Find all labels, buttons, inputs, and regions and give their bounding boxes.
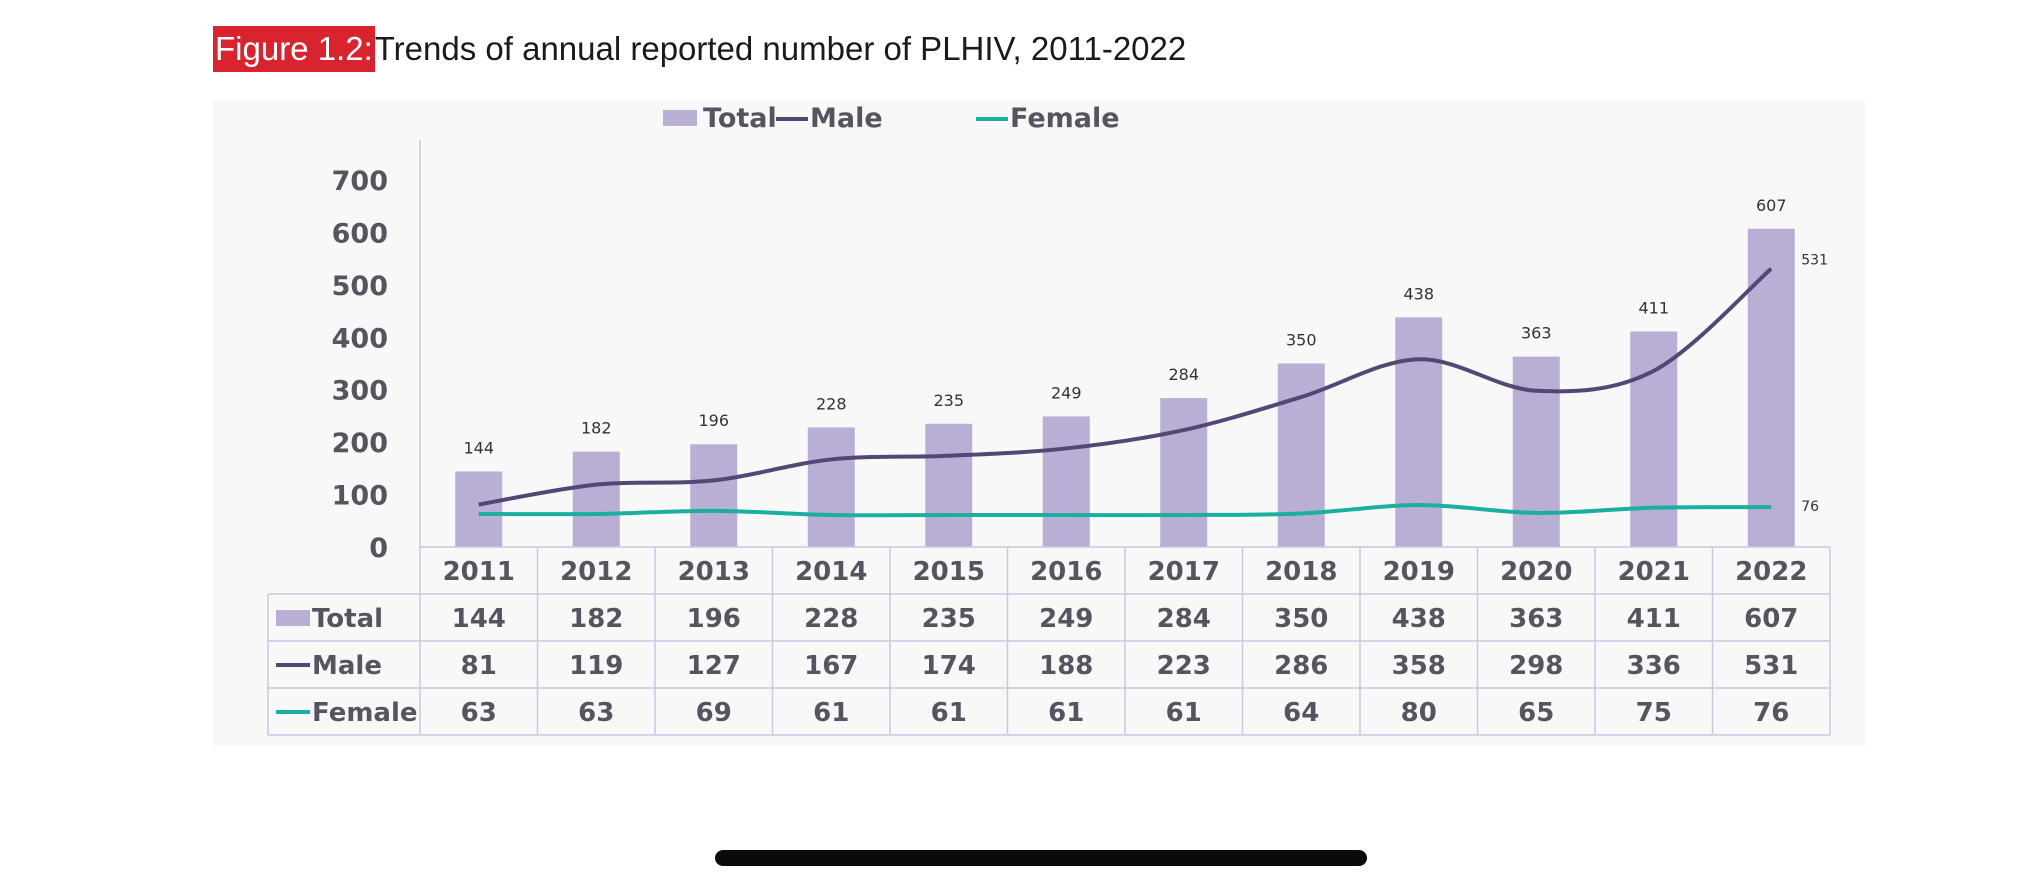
table-row-label-total: Total (312, 604, 383, 634)
chart-panel: 0 100 200 300 400 500 600 700 144 182 196 228 235 249… (213, 100, 1865, 746)
legend-label-total: Total (703, 103, 777, 134)
bar-data-label: 249 (1051, 383, 1082, 402)
table-cell: 63 (461, 698, 497, 728)
bar-data-label: 363 (1521, 324, 1552, 343)
table-cell: 286 (1274, 651, 1328, 681)
bar-data-label: 228 (816, 394, 847, 413)
y-tick-label: 400 (332, 323, 388, 354)
table-cell: 69 (696, 698, 732, 728)
legend-label-female: Female (1010, 103, 1120, 134)
bar-data-label: 284 (1168, 365, 1199, 384)
table-cell: 336 (1627, 651, 1681, 681)
table-cell: 119 (569, 651, 623, 681)
bar-total (1630, 331, 1678, 547)
bar-total (572, 451, 620, 547)
x-tick-label: 2019 (1383, 557, 1455, 587)
bar-data-label: 196 (698, 411, 729, 430)
x-tick-label: 2014 (795, 557, 867, 587)
figure-title: Trends of annual reported number of PLHI… (374, 30, 1187, 67)
legend-swatch-total (663, 110, 697, 126)
bar-total (1747, 228, 1795, 547)
table-row-label-male: Male (312, 651, 382, 681)
table-cell: 61 (1166, 698, 1202, 728)
table-cell: 61 (813, 698, 849, 728)
bar-total (1512, 356, 1560, 547)
bar-total (1395, 317, 1443, 547)
table-cell: 298 (1509, 651, 1563, 681)
y-tick-label: 0 (369, 533, 388, 564)
table-cell: 167 (804, 651, 858, 681)
table-cell: 228 (804, 604, 858, 634)
x-tick-label: 2015 (913, 557, 985, 587)
table-cell: 64 (1283, 698, 1319, 728)
table-cell: 363 (1509, 604, 1563, 634)
x-tick-label: 2018 (1265, 557, 1337, 587)
chart-svg: 0 100 200 300 400 500 600 700 144 182 196 228 235 249… (267, 103, 1831, 736)
bar-data-label: 182 (581, 419, 612, 438)
table-cell: 284 (1157, 604, 1211, 634)
x-tick-label: 2012 (560, 557, 632, 587)
bar-total (807, 427, 855, 547)
y-tick-label: 300 (332, 376, 388, 407)
table-cell: 438 (1392, 604, 1446, 634)
table-cell: 144 (452, 604, 506, 634)
table-cell: 127 (687, 651, 741, 681)
table-cell: 75 (1636, 698, 1672, 728)
x-tick-label: 2017 (1148, 557, 1220, 587)
table-cell: 174 (922, 651, 976, 681)
table-cell: 76 (1753, 698, 1789, 728)
legend-label-male: Male (810, 103, 883, 134)
table-cell: 411 (1627, 604, 1681, 634)
bar-total (1042, 416, 1090, 547)
home-indicator[interactable] (715, 850, 1367, 866)
male-end-label: 531 (1801, 253, 1828, 269)
table-cell: 607 (1744, 604, 1798, 634)
line-male (478, 267, 1773, 507)
table-cell: 61 (931, 698, 967, 728)
table-cell: 235 (922, 604, 976, 634)
figure-label: Figure 1.2: (213, 26, 375, 72)
bar-total (1160, 398, 1208, 547)
line-female (478, 503, 1772, 518)
table-cell: 65 (1518, 698, 1554, 728)
bar-total (925, 423, 973, 547)
bar-data-label: 438 (1403, 284, 1434, 303)
x-tick-label: 2013 (678, 557, 750, 587)
x-tick-label: 2016 (1030, 557, 1102, 587)
y-tick-label: 600 (332, 218, 388, 249)
table-row-label-female: Female (312, 698, 418, 728)
table-key-total (276, 610, 310, 626)
table-cell: 81 (461, 651, 497, 681)
x-tick-label: 2020 (1500, 557, 1572, 587)
table-cell: 63 (578, 698, 614, 728)
table-cell: 358 (1392, 651, 1446, 681)
x-tick-label: 2022 (1735, 557, 1807, 587)
y-tick-label: 200 (332, 428, 388, 459)
y-tick-label: 100 (332, 481, 388, 512)
bar-total (690, 444, 738, 547)
table-cell: 182 (569, 604, 623, 634)
table-cell: 80 (1401, 698, 1437, 728)
figure-caption: Figure 1.2:Trends of annual reported num… (213, 26, 1186, 72)
x-tick-label: 2011 (443, 557, 515, 587)
table-cell: 223 (1157, 651, 1211, 681)
bar-total (455, 471, 503, 547)
table-cell: 196 (687, 604, 741, 634)
table-cell: 61 (1048, 698, 1084, 728)
table-cell: 531 (1744, 651, 1798, 681)
x-tick-label: 2021 (1618, 557, 1690, 587)
y-tick-label: 700 (332, 166, 388, 197)
bar-data-label: 411 (1638, 299, 1669, 318)
bar-data-label: 350 (1286, 331, 1317, 350)
table-cell: 188 (1039, 651, 1093, 681)
y-tick-label: 500 (332, 271, 388, 302)
bar-data-label: 607 (1756, 196, 1787, 215)
table-cell: 350 (1274, 604, 1328, 634)
bar-total (1277, 363, 1325, 547)
bar-data-label: 144 (463, 439, 494, 458)
bar-data-label: 235 (933, 391, 964, 410)
table-cell: 249 (1039, 604, 1093, 634)
female-end-label: 76 (1801, 499, 1819, 515)
